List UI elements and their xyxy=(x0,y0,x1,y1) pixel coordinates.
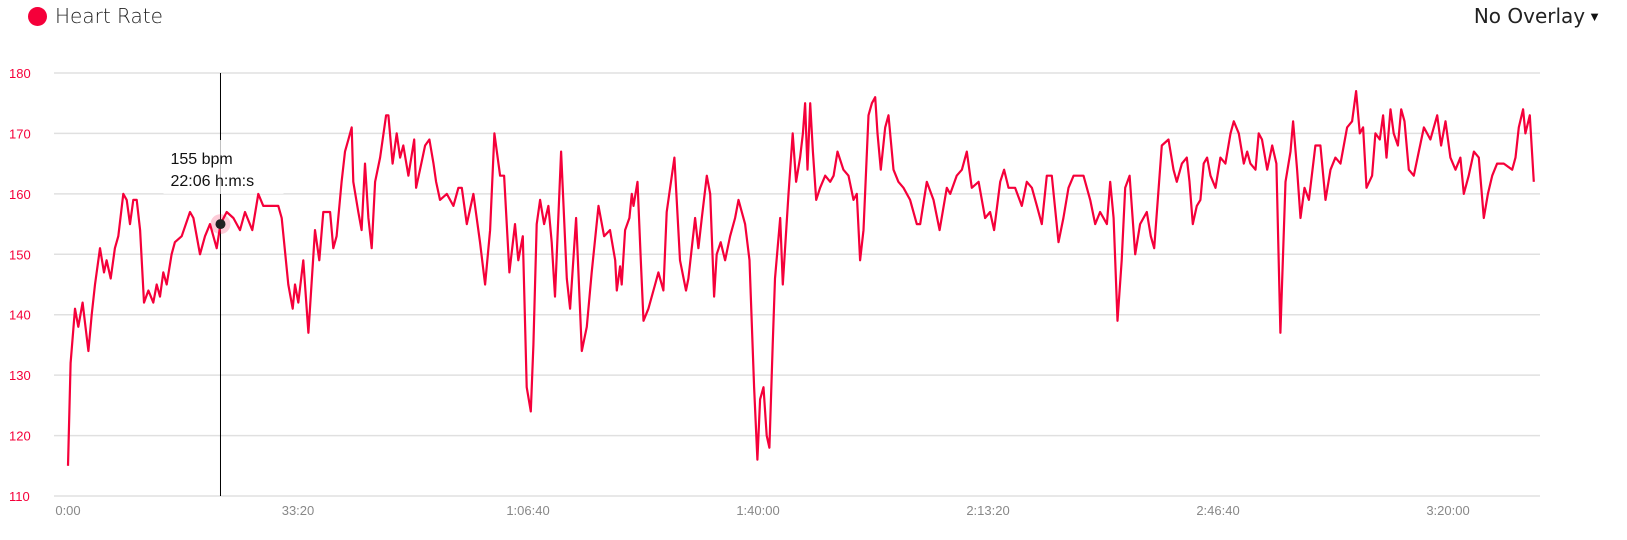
x-tick-label: 1:40:00 xyxy=(736,503,779,518)
legend-label: Heart Rate xyxy=(55,4,163,28)
y-tick-label: 150 xyxy=(9,247,31,262)
x-tick-label: 1:06:40 xyxy=(506,503,549,518)
series-color-dot-icon xyxy=(28,6,47,26)
tooltip-time: 22:06 h:m:s xyxy=(170,173,254,190)
legend-heart-rate[interactable]: Heart Rate xyxy=(28,4,163,28)
y-tick-label: 160 xyxy=(9,187,31,202)
overlay-select[interactable]: No Overlay ▼ xyxy=(1474,4,1601,28)
tooltip-value: 155 bpm xyxy=(170,151,232,168)
x-tick-label: 3:20:00 xyxy=(1426,503,1469,518)
x-tick-label: 0:00 xyxy=(55,503,80,518)
heart-rate-line xyxy=(66,90,1535,466)
tooltip-background xyxy=(163,140,284,194)
hover-point xyxy=(215,219,226,230)
overlay-select-value: No Overlay xyxy=(1473,4,1586,28)
y-tick-label: 140 xyxy=(9,308,31,323)
caret-down-icon: ▼ xyxy=(1588,8,1601,24)
x-tick-label: 33:20 xyxy=(282,503,315,518)
x-tick-label: 2:46:40 xyxy=(1196,503,1239,518)
x-tick-label: 2:13:20 xyxy=(966,503,1009,518)
y-tick-label: 130 xyxy=(9,368,31,383)
y-tick-label: 120 xyxy=(9,429,31,444)
y-tick-label: 110 xyxy=(9,489,30,504)
y-tick-label: 170 xyxy=(9,126,31,141)
y-tick-label: 180 xyxy=(9,66,31,81)
